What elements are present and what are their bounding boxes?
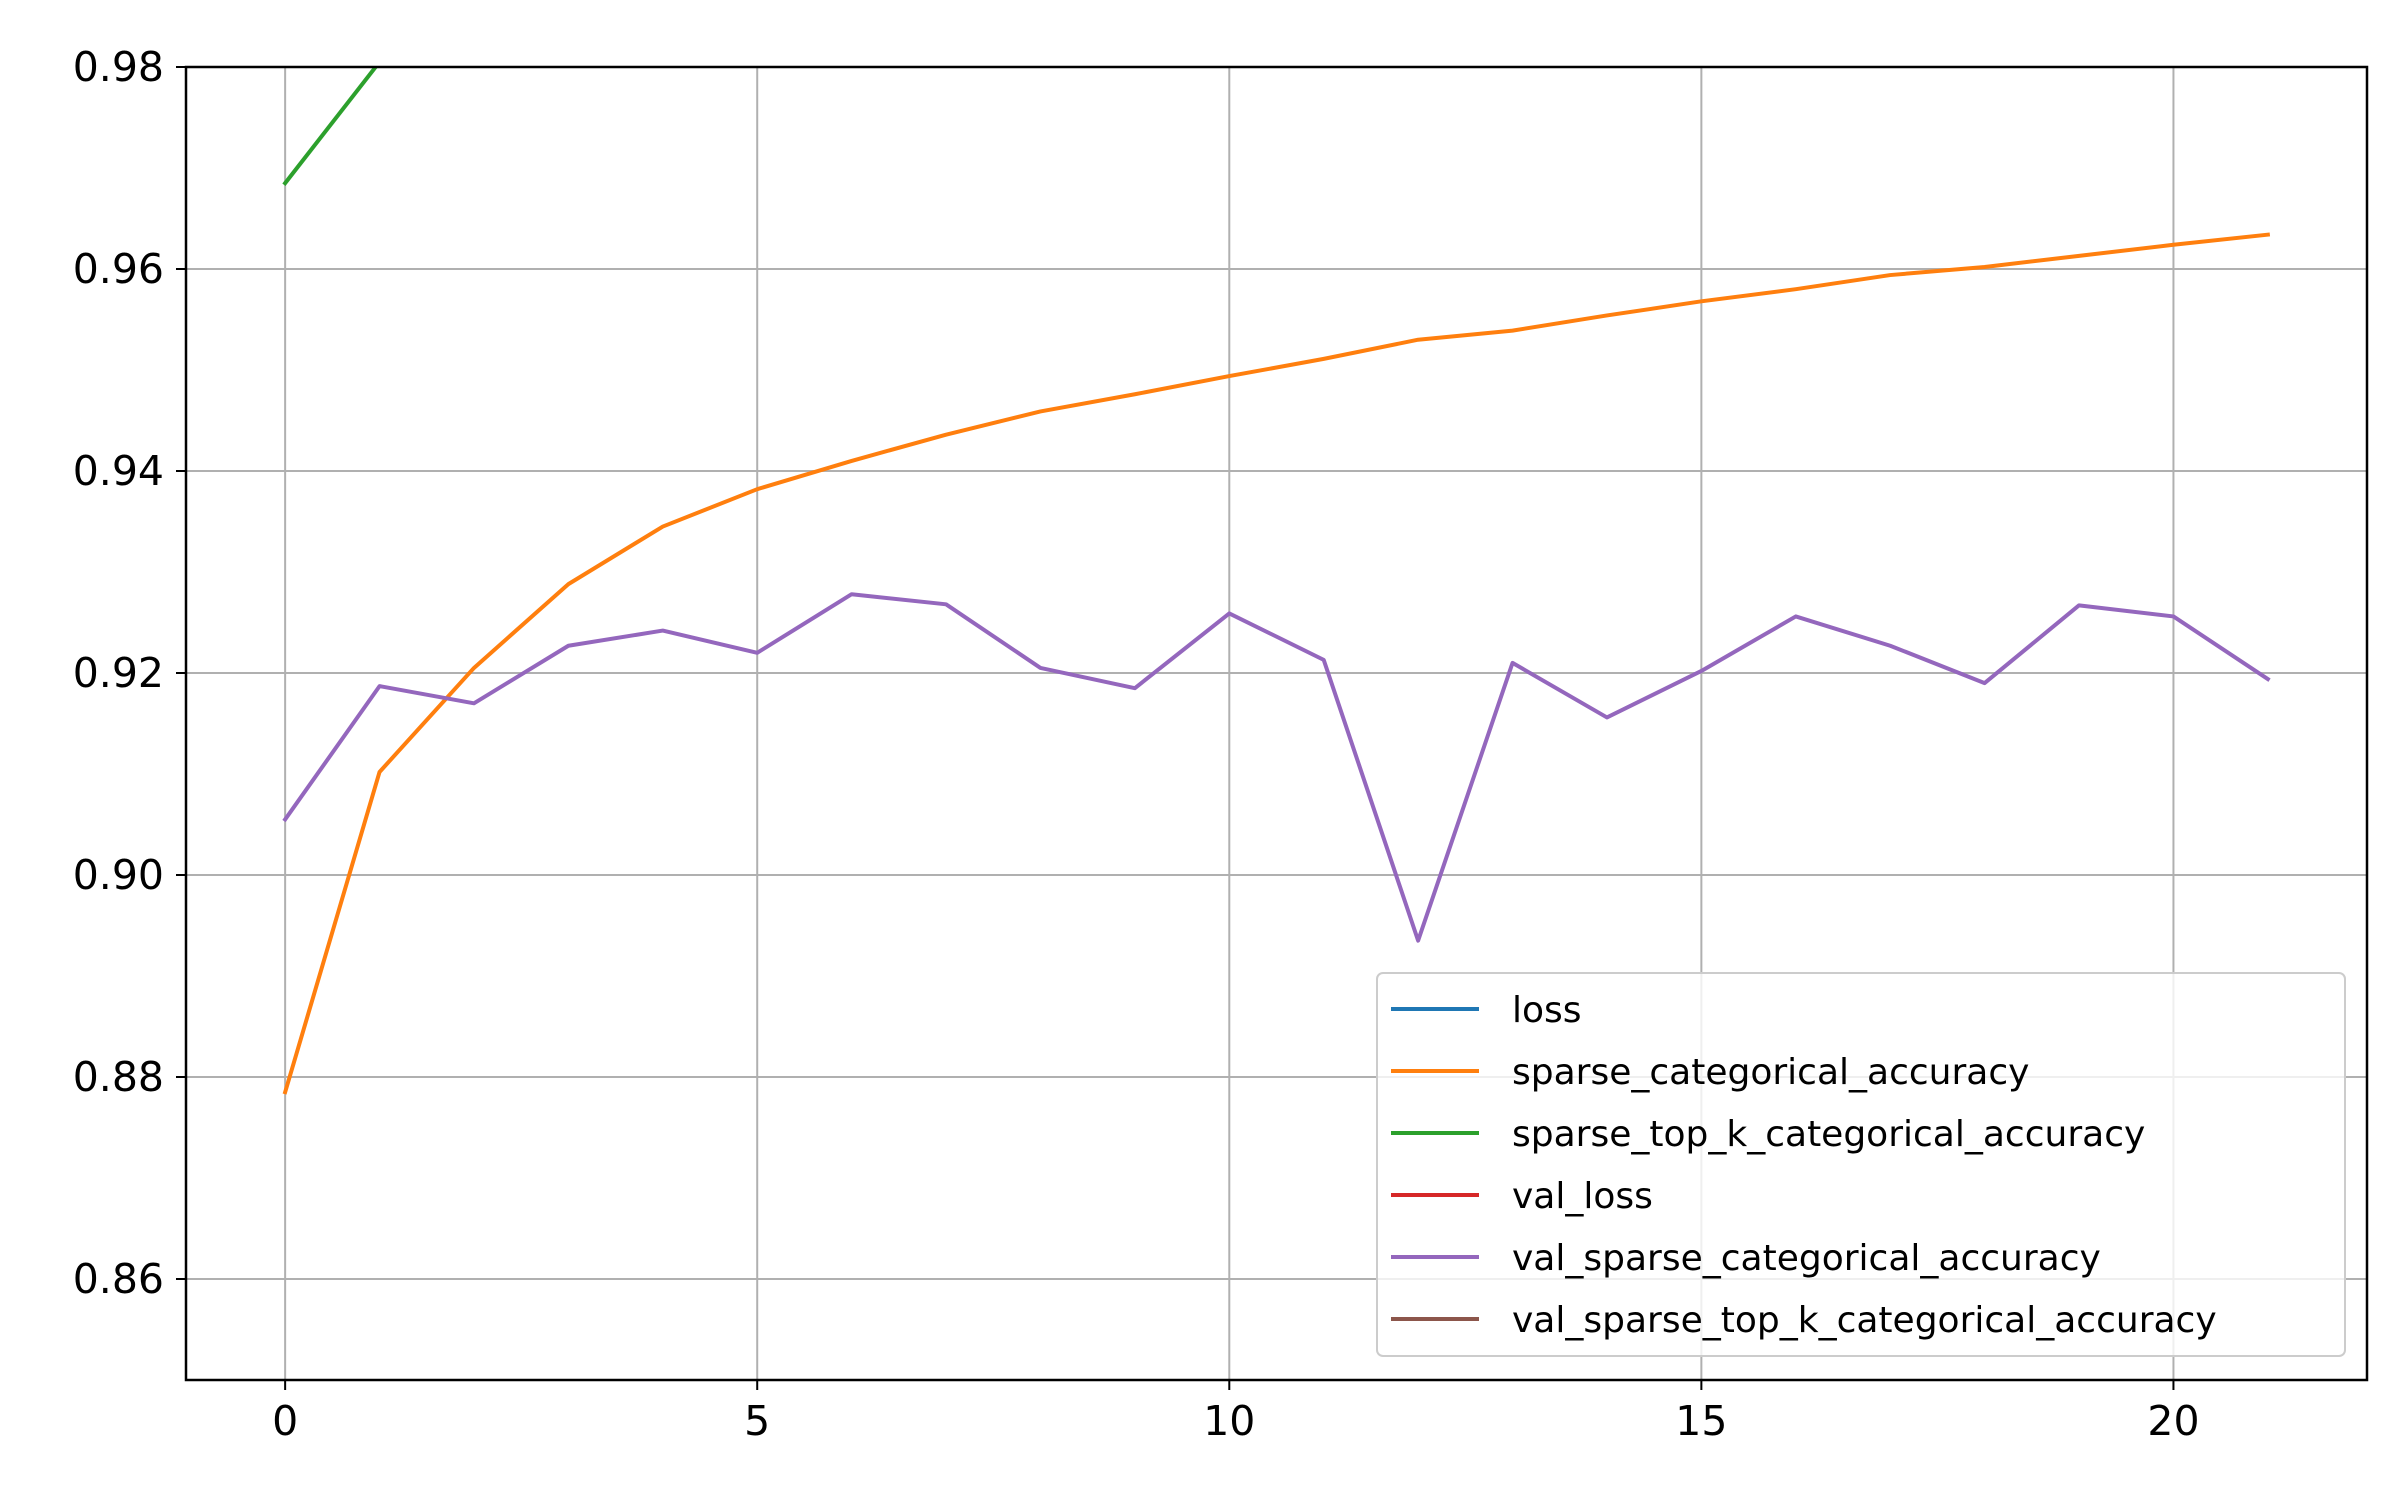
legend: loss sparse_categorical_accuracy sparse_to… xyxy=(1376,972,2346,1357)
series-lines xyxy=(282,67,2271,1095)
y-tick-label: 0.90 xyxy=(73,851,164,899)
legend-label-val-sparse-top-k-categorical-accuracy: val_sparse_top_k_categorical_accuracy xyxy=(1512,1300,2217,1341)
legend-label-loss: loss xyxy=(1512,990,1582,1031)
y-tick-label: 0.86 xyxy=(73,1255,164,1303)
x-tick-label: 20 xyxy=(2147,1397,2199,1445)
legend-label-sparse-top-k-categorical-accuracy: sparse_top_k_categorical_accuracy xyxy=(1512,1114,2145,1155)
x-tick-label: 15 xyxy=(1675,1397,1727,1445)
legend-label-sparse-categorical-accuracy: sparse_categorical_accuracy xyxy=(1512,1052,2029,1093)
y-tick-label: 0.92 xyxy=(73,649,164,697)
legend-label-val-loss: val_loss xyxy=(1512,1176,1653,1217)
y-tick-label: 0.96 xyxy=(73,245,164,293)
legend-label-val-sparse-categorical-accuracy: val_sparse_categorical_accuracy xyxy=(1512,1238,2101,1279)
x-tick-label: 10 xyxy=(1203,1397,1255,1445)
y-tick-label: 0.94 xyxy=(73,447,164,495)
legend-box xyxy=(1376,972,2346,1357)
series-line-sparse-top-k-categorical-accuracy xyxy=(282,67,379,186)
series-line-val-sparse-categorical-accuracy xyxy=(282,592,2271,943)
plot-frame xyxy=(184,65,2369,1382)
x-tick-label: 5 xyxy=(744,1397,770,1445)
axis-ticks: 0 5 10 15 20 0.86 0.88 0.90 0.92 0.94 0.96 0.98 xyxy=(73,43,2200,1445)
y-tick-label: 0.88 xyxy=(73,1053,164,1101)
y-tick-label: 0.98 xyxy=(73,43,164,91)
series-line-sparse-categorical-accuracy xyxy=(282,232,2271,1095)
x-tick-label: 0 xyxy=(272,1397,298,1445)
